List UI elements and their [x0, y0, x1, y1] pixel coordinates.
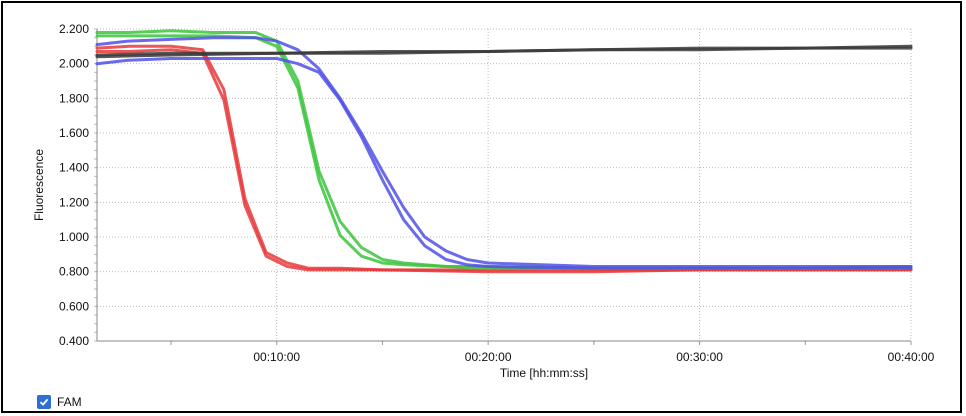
series-line-4	[95, 34, 913, 270]
series-line-1	[95, 44, 913, 272]
fluorescence-chart: 0.400 0.600 0.800 1.000 1.200 1.400 1.600 1.800…	[32, 22, 935, 380]
y-tick-label: 1.600	[59, 126, 89, 140]
series-line-6	[95, 57, 913, 270]
series-line-3	[95, 29, 913, 270]
y-tick-label: 0.600	[59, 299, 89, 313]
x-tick-label: 00:30:00	[676, 350, 723, 364]
y-tick-label: 0.400	[59, 334, 89, 348]
series-line-5	[95, 36, 913, 268]
y-tick-label: 1.800	[59, 91, 89, 105]
y-tick-label: 2.200	[59, 22, 89, 36]
x-tick-label: 00:40:00	[888, 350, 935, 364]
y-tick-label: 1.000	[59, 230, 89, 244]
checkmark-icon	[39, 398, 49, 406]
legend: FAM	[37, 394, 82, 410]
y-tick-label: 0.800	[59, 265, 89, 279]
y-tick-label: 2.000	[59, 57, 89, 71]
y-axis-title: Fluorescence	[32, 149, 46, 221]
x-tick-label: 00:10:00	[253, 350, 300, 364]
x-axis-title: Time [hh:mm:ss]	[500, 366, 588, 380]
y-tick-label: 1.200	[59, 195, 89, 209]
legend-label: FAM	[57, 395, 82, 409]
series-line-8	[95, 46, 913, 57]
series-line-2	[95, 48, 913, 274]
legend-checkbox[interactable]	[37, 395, 51, 409]
x-tick-label: 00:20:00	[465, 350, 512, 364]
y-tick-label: 1.400	[59, 161, 89, 175]
